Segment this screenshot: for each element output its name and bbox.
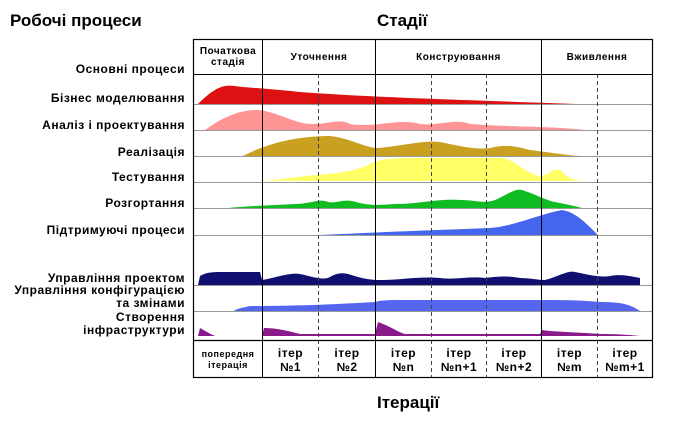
workflow-label-implementation: Реалізація — [117, 145, 185, 159]
workflow-label-environment-line1: Створення — [115, 310, 185, 324]
iteration-preliminary: попередня ітерація — [201, 349, 255, 370]
workflow-label-config-change: Управління конфігурацією та змінами — [14, 284, 185, 310]
hump-analysis-design — [205, 110, 585, 130]
hump-implementation — [243, 136, 580, 156]
workflow-label-config-change-line2: та змінами — [116, 296, 185, 310]
hump-deployment — [228, 189, 582, 208]
workflow-label-project-management: Управління проектом — [47, 271, 185, 285]
workflow-label-testing: Тестування — [111, 170, 185, 184]
workflow-label-environment-line2: інфраструктури — [83, 323, 185, 337]
core-workflows-label: Основні процеси — [75, 62, 185, 76]
iteration-1: ітер №1 — [277, 346, 304, 374]
hump-config-change — [234, 300, 640, 311]
hump-business-modeling — [198, 85, 576, 104]
iteration-n-plus-1: ітер №n+1 — [440, 346, 478, 374]
hump-project-management — [198, 271, 640, 285]
phase-elaboration: Уточнення — [290, 51, 348, 63]
hump-supporting — [320, 210, 598, 235]
workflow-label-config-change-line1: Управління конфігурацією — [14, 283, 185, 297]
workflow-label-deployment: Розгортання — [105, 196, 185, 210]
phase-inception: Початкова стадія — [199, 46, 257, 68]
hump-environment — [198, 322, 640, 336]
iteration-2: ітер №2 — [334, 346, 360, 374]
workflow-label-environment: Створення інфраструктури — [83, 311, 185, 337]
workflow-label-analysis-design: Аналіз і проектування — [42, 118, 185, 132]
iteration-m-plus-1: ітер №m+1 — [605, 346, 645, 374]
workflow-label-business-modeling: Бізнес моделювання — [50, 91, 185, 105]
workflows-heading: Робочі процеси — [10, 11, 142, 30]
workflow-label-supporting: Підтримуючі процеси — [46, 223, 185, 237]
phases-heading: Стадії — [377, 11, 428, 30]
iteration-n: ітер №n — [390, 346, 417, 374]
phase-construction: Конструювання — [416, 51, 501, 63]
phase-transition: Вживлення — [566, 51, 628, 63]
iteration-n-plus-2: ітер №n+2 — [495, 346, 533, 374]
iteration-m: ітер №m — [556, 346, 583, 374]
hump-testing — [262, 158, 582, 181]
iterations-heading: Ітерації — [377, 393, 440, 412]
